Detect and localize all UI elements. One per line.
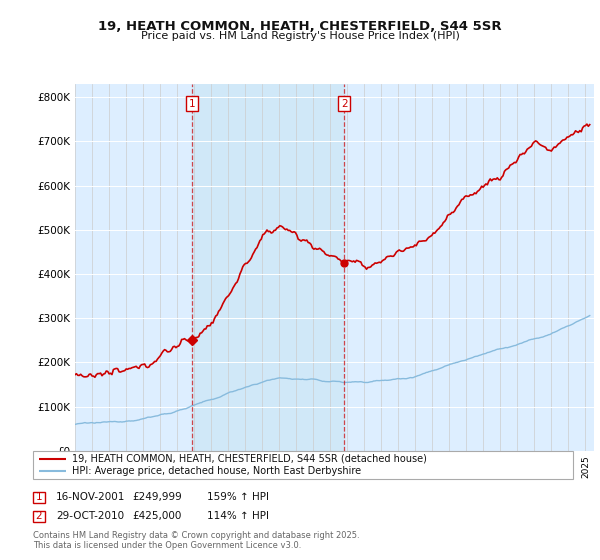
Text: 1: 1 bbox=[189, 99, 196, 109]
Text: 19, HEATH COMMON, HEATH, CHESTERFIELD, S44 5SR: 19, HEATH COMMON, HEATH, CHESTERFIELD, S… bbox=[98, 20, 502, 32]
Text: 114% ↑ HPI: 114% ↑ HPI bbox=[207, 511, 269, 521]
Text: Contains HM Land Registry data © Crown copyright and database right 2025.
This d: Contains HM Land Registry data © Crown c… bbox=[33, 530, 359, 550]
Text: 2: 2 bbox=[341, 99, 347, 109]
Text: £425,000: £425,000 bbox=[132, 511, 181, 521]
Text: 159% ↑ HPI: 159% ↑ HPI bbox=[207, 492, 269, 502]
Text: 1: 1 bbox=[35, 492, 43, 502]
Bar bbox=[192, 84, 344, 451]
Text: 16-NOV-2001: 16-NOV-2001 bbox=[56, 492, 125, 502]
Text: £249,999: £249,999 bbox=[132, 492, 182, 502]
Text: HPI: Average price, detached house, North East Derbyshire: HPI: Average price, detached house, Nort… bbox=[72, 466, 361, 476]
Text: 19, HEATH COMMON, HEATH, CHESTERFIELD, S44 5SR (detached house): 19, HEATH COMMON, HEATH, CHESTERFIELD, S… bbox=[72, 454, 427, 464]
Text: 29-OCT-2010: 29-OCT-2010 bbox=[56, 511, 124, 521]
Text: Price paid vs. HM Land Registry's House Price Index (HPI): Price paid vs. HM Land Registry's House … bbox=[140, 31, 460, 41]
Text: 2: 2 bbox=[35, 511, 43, 521]
